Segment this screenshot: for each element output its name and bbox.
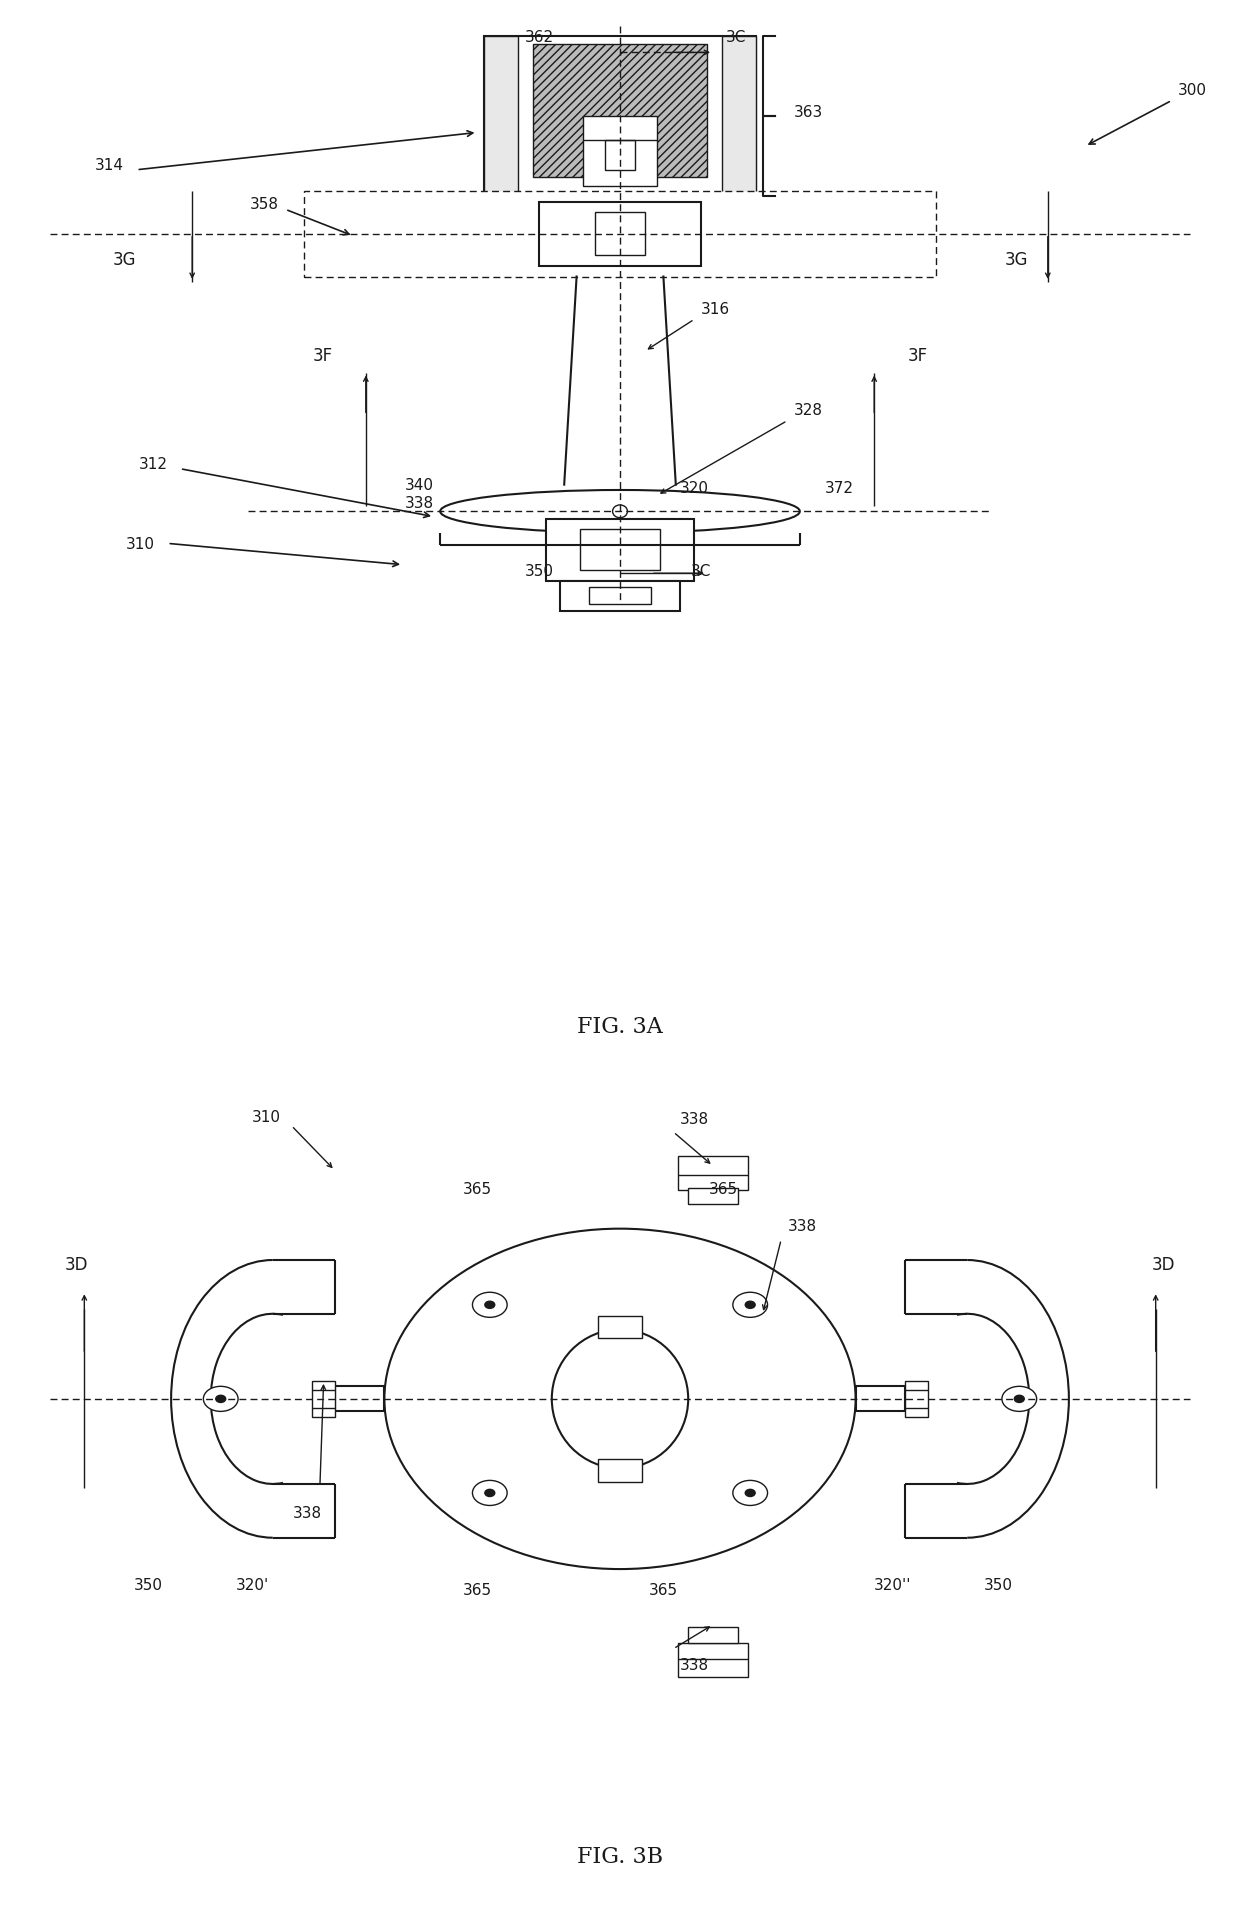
Circle shape	[745, 1301, 755, 1309]
Ellipse shape	[552, 1330, 688, 1469]
Bar	[312, 1381, 335, 1417]
Bar	[539, 202, 701, 267]
Text: 310: 310	[126, 537, 155, 552]
Circle shape	[613, 505, 627, 518]
Circle shape	[384, 1229, 856, 1570]
Text: 350: 350	[983, 1577, 1013, 1593]
Circle shape	[203, 1387, 238, 1412]
Bar	[856, 1387, 905, 1412]
Bar	[589, 589, 651, 606]
Text: 320: 320	[680, 482, 708, 495]
Text: 363: 363	[794, 105, 823, 120]
Bar	[688, 1627, 738, 1644]
Text: 338: 338	[293, 1505, 322, 1520]
Text: 3D: 3D	[66, 1255, 88, 1274]
Text: 3F: 3F	[312, 347, 332, 364]
Text: 338: 338	[787, 1219, 816, 1234]
Text: 365: 365	[463, 1583, 492, 1596]
Text: 328: 328	[794, 404, 822, 419]
Ellipse shape	[440, 491, 800, 533]
Text: 310: 310	[252, 1109, 281, 1124]
Text: 365: 365	[708, 1181, 738, 1196]
Bar	[546, 520, 694, 581]
Text: 350: 350	[134, 1577, 164, 1593]
Text: 365: 365	[649, 1583, 678, 1596]
Bar	[605, 141, 635, 171]
Bar	[688, 1189, 738, 1204]
Bar	[484, 38, 518, 198]
Text: 338: 338	[405, 495, 434, 511]
Circle shape	[745, 1490, 755, 1497]
Text: 320': 320'	[236, 1577, 269, 1593]
Bar	[533, 46, 707, 179]
Bar	[598, 1316, 642, 1339]
Text: 3F: 3F	[908, 347, 928, 364]
Bar	[905, 1381, 928, 1417]
Bar	[580, 530, 660, 572]
Text: 3G: 3G	[113, 251, 135, 269]
Text: 362: 362	[525, 30, 554, 46]
Circle shape	[472, 1293, 507, 1318]
Circle shape	[733, 1293, 768, 1318]
Text: 320'': 320''	[874, 1577, 911, 1593]
Text: 372: 372	[825, 482, 853, 495]
Text: 3C: 3C	[691, 564, 711, 579]
Bar	[678, 1644, 748, 1678]
Text: 350: 350	[525, 564, 554, 579]
Text: 314: 314	[95, 158, 124, 173]
Text: 340: 340	[405, 478, 434, 493]
Bar	[598, 1459, 642, 1482]
Bar	[560, 581, 680, 612]
Text: 3D: 3D	[1152, 1255, 1174, 1274]
Text: 312: 312	[139, 457, 167, 472]
Text: 3C: 3C	[725, 30, 745, 46]
Circle shape	[472, 1480, 507, 1505]
Text: 300: 300	[1178, 84, 1207, 99]
Bar	[484, 38, 756, 198]
Bar	[335, 1387, 384, 1412]
Bar	[304, 192, 936, 278]
Text: FIG. 3A: FIG. 3A	[577, 1015, 663, 1036]
Text: 338: 338	[680, 1111, 708, 1126]
Bar	[583, 118, 657, 187]
Bar	[678, 1156, 748, 1191]
Text: 338: 338	[680, 1657, 708, 1673]
Circle shape	[485, 1301, 495, 1309]
Text: 365: 365	[463, 1181, 492, 1196]
Text: FIG. 3B: FIG. 3B	[577, 1844, 663, 1867]
Text: 3G: 3G	[1006, 251, 1028, 269]
Circle shape	[733, 1480, 768, 1505]
Circle shape	[1014, 1396, 1024, 1402]
Circle shape	[216, 1396, 226, 1402]
Circle shape	[1002, 1387, 1037, 1412]
Text: 316: 316	[701, 301, 729, 316]
Bar	[722, 38, 756, 198]
Text: 358: 358	[250, 198, 279, 211]
Circle shape	[485, 1490, 495, 1497]
Bar	[595, 213, 645, 255]
